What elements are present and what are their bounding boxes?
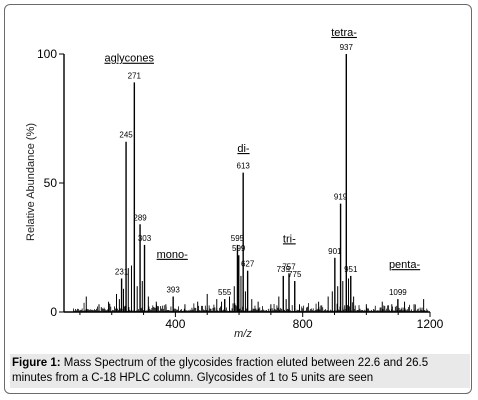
group-label-aglycones: aglycones bbox=[104, 53, 154, 65]
y-axis-label: Relative Abundance (%) bbox=[25, 123, 37, 241]
chart-axes: 0 50 100 400 800 1200 bbox=[37, 47, 444, 331]
peak-label-757: 757 bbox=[282, 262, 296, 271]
peak-label-901: 901 bbox=[328, 247, 342, 256]
peak-label-1099: 1099 bbox=[389, 288, 407, 297]
peak-label-245: 245 bbox=[119, 131, 133, 140]
peak-label-739: 739 bbox=[277, 265, 291, 274]
caption-text: Mass Spectrum of the glycosides fraction… bbox=[12, 357, 429, 384]
caption-prefix: Figure 1: bbox=[12, 357, 61, 369]
figure-frame bbox=[4, 4, 472, 394]
group-label-penta: penta- bbox=[389, 259, 421, 271]
x-tick-label: 1200 bbox=[417, 317, 444, 331]
peak-label-393: 393 bbox=[166, 286, 180, 295]
group-label-mono: mono- bbox=[157, 249, 189, 261]
y-tick-label: 50 bbox=[44, 176, 58, 190]
chart-bars bbox=[73, 54, 429, 312]
peak-label-231: 231 bbox=[115, 267, 129, 276]
x-tick-label: 800 bbox=[293, 317, 313, 331]
peak-label-919: 919 bbox=[334, 193, 348, 202]
peak-label-627: 627 bbox=[241, 260, 255, 269]
figure-caption: Figure 1: Mass Spectrum of the glycoside… bbox=[10, 354, 470, 388]
x-axis-label: m/z bbox=[234, 328, 252, 340]
peak-label-951: 951 bbox=[344, 265, 358, 274]
peak-label-613: 613 bbox=[237, 162, 251, 171]
y-tick-label: 100 bbox=[37, 47, 57, 61]
chart-labels: 231 245 271 289 303 393 555 595 613 599 627 7397577… bbox=[104, 27, 420, 297]
mass-spectrum-chart: 0 50 100 400 800 1200 231 245 271 289 303 393 555 59… bbox=[25, 27, 444, 340]
peak-label-555: 555 bbox=[218, 288, 232, 297]
peak-label-775: 775 bbox=[288, 270, 302, 279]
peak-label-599: 599 bbox=[232, 244, 246, 253]
y-tick-label: 0 bbox=[50, 305, 57, 319]
peak-label-303: 303 bbox=[138, 234, 152, 243]
x-tick-label: 400 bbox=[165, 317, 185, 331]
group-label-tri: tri- bbox=[283, 233, 296, 245]
peak-label-289: 289 bbox=[133, 213, 147, 222]
group-label-tetra: tetra- bbox=[331, 27, 357, 39]
group-label-di: di- bbox=[237, 143, 250, 155]
peak-label-937: 937 bbox=[340, 43, 354, 52]
peak-label-595: 595 bbox=[231, 234, 245, 243]
peak-label-271: 271 bbox=[128, 71, 142, 80]
